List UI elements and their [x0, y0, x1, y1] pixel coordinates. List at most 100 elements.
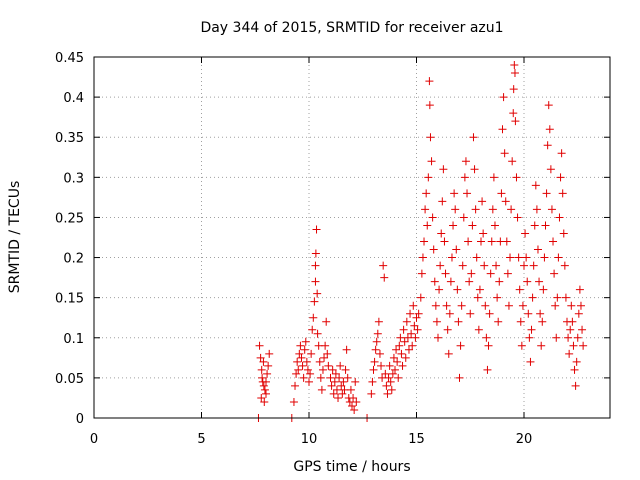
y-tick-label: 0.05 [55, 372, 84, 387]
data-point [317, 385, 326, 394]
data-point [532, 205, 541, 214]
data-point [576, 301, 585, 310]
data-point [351, 377, 360, 386]
data-point [383, 389, 392, 398]
data-point [313, 289, 322, 298]
data-point [412, 313, 421, 322]
data-point [535, 277, 544, 286]
data-point [256, 353, 265, 362]
data-point [527, 325, 536, 334]
data-point [262, 389, 270, 398]
data-point [298, 361, 307, 370]
data-point [327, 381, 336, 390]
data-point [384, 373, 393, 382]
data-point [524, 309, 533, 318]
data-point [560, 261, 569, 270]
data-point [313, 329, 322, 338]
data-point [564, 333, 573, 342]
data-point [545, 125, 554, 134]
data-point [549, 237, 558, 246]
x-axis-label: GPS time / hours [293, 459, 410, 475]
data-point [295, 349, 304, 358]
data-point [299, 373, 308, 382]
data-point [453, 285, 462, 294]
data-point [400, 337, 409, 346]
data-point [328, 365, 337, 374]
data-point [444, 349, 453, 358]
data-point [427, 157, 436, 166]
data-point [484, 341, 493, 350]
data-point [341, 365, 350, 374]
data-point [439, 165, 448, 174]
data-point [320, 353, 329, 362]
data-point [499, 93, 508, 102]
data-point [541, 221, 550, 230]
data-point [502, 237, 511, 246]
data-point [264, 361, 273, 370]
data-point [380, 273, 389, 282]
data-point [421, 205, 430, 214]
data-point [294, 365, 303, 374]
data-point [342, 345, 351, 354]
data-point [512, 173, 521, 182]
data-point [429, 245, 438, 254]
data-point [417, 269, 426, 278]
data-point [260, 397, 269, 406]
data-point [318, 365, 327, 374]
data-point [334, 393, 343, 402]
data-point [547, 205, 556, 214]
data-point [503, 269, 512, 278]
data-point [544, 101, 553, 110]
data-point [516, 317, 525, 326]
data-point [324, 361, 333, 370]
data-point [450, 189, 459, 198]
data-point [540, 253, 549, 262]
data-point [463, 189, 472, 198]
data-point [493, 293, 502, 302]
data-point [542, 189, 551, 198]
data-point [470, 165, 479, 174]
data-point [321, 341, 330, 350]
data-point [438, 197, 447, 206]
data-point [352, 397, 361, 406]
data-point [501, 197, 510, 206]
data-point [414, 309, 423, 318]
data-point [551, 301, 560, 310]
data-point [259, 357, 268, 366]
data-point [561, 293, 570, 302]
data-point [426, 133, 435, 142]
data-point [452, 245, 461, 254]
data-point [301, 337, 310, 346]
data-point [431, 301, 440, 310]
plot-frame [93, 56, 611, 419]
data-point [349, 393, 358, 402]
data-point [567, 301, 576, 310]
data-point [498, 125, 507, 134]
data-point [315, 357, 324, 366]
data-point [574, 309, 583, 318]
data-point [579, 341, 588, 350]
data-point [296, 341, 305, 350]
data-point [397, 349, 406, 358]
data-point [440, 237, 449, 246]
data-point [531, 181, 540, 190]
data-point [337, 381, 346, 390]
data-point [455, 373, 464, 382]
x-tick-label: 5 [197, 432, 205, 447]
data-point [407, 329, 416, 338]
data-point [311, 249, 320, 258]
data-point [472, 253, 481, 262]
data-point [428, 213, 437, 222]
data-point [335, 373, 344, 382]
data-point [343, 373, 352, 382]
data-point [446, 277, 455, 286]
data-point [381, 369, 390, 378]
data-point [497, 189, 506, 198]
data-point [571, 381, 580, 390]
data-point [565, 349, 574, 358]
data-point [473, 293, 482, 302]
data-point [550, 269, 559, 278]
data-point [436, 261, 445, 270]
data-point [398, 361, 407, 370]
data-point [408, 341, 417, 350]
